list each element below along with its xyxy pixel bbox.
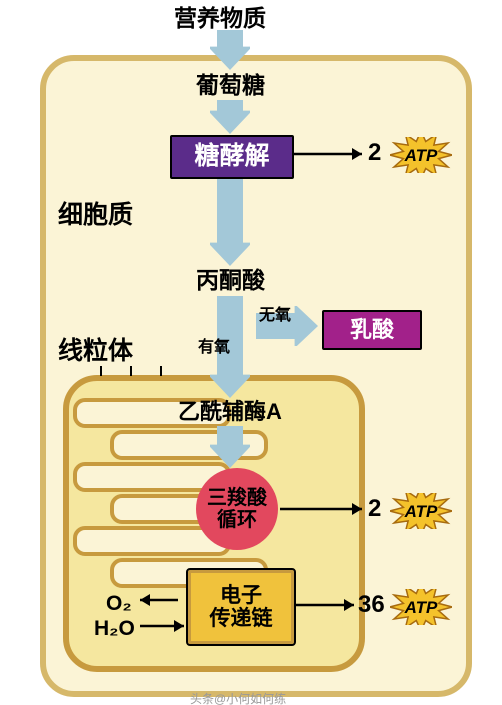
atp-badge-glycolysis: ATP	[390, 137, 452, 173]
atp-badge-tca: ATP	[390, 493, 452, 529]
h2o-label: H₂O	[94, 618, 135, 640]
lactate-box: 乳酸	[322, 310, 422, 350]
tca-cycle: 三羧酸 循环	[196, 468, 278, 550]
output-arrow	[128, 588, 190, 612]
pyruvate-label: 丙酮酸	[196, 268, 265, 292]
output-arrow	[268, 497, 374, 521]
atp-badge-etc: ATP	[390, 589, 452, 625]
output-arrow	[280, 142, 374, 166]
output-arrow	[128, 614, 196, 638]
cytoplasm-label: 细胞质	[58, 202, 133, 228]
watermark: 头条@小何如何练	[190, 690, 286, 705]
svg-text:ATP: ATP	[404, 146, 438, 165]
mito-tick-1	[130, 366, 132, 376]
acetyl-coa-label: 乙酰辅酶A	[178, 400, 282, 423]
atp-count-36: 36	[358, 592, 385, 617]
svg-text:ATP: ATP	[404, 502, 438, 521]
mito-tick-0	[100, 366, 102, 376]
aerobic-label: 有氧	[198, 340, 230, 357]
nutrients-label: 营养物质	[174, 6, 266, 30]
mitochondria-label: 线粒体	[58, 338, 133, 364]
mito-tick-2	[160, 366, 162, 376]
atp-count-2a: 2	[368, 140, 381, 165]
o2-label: O₂	[106, 593, 132, 615]
glycolysis-box: 糖酵解	[170, 135, 294, 179]
atp-count-2b: 2	[368, 496, 381, 521]
svg-text:ATP: ATP	[404, 598, 438, 617]
etc-box: 电子 传递链	[188, 570, 294, 644]
anaerobic-label: 无氧	[259, 308, 291, 325]
glucose-label: 葡萄糖	[196, 73, 265, 97]
